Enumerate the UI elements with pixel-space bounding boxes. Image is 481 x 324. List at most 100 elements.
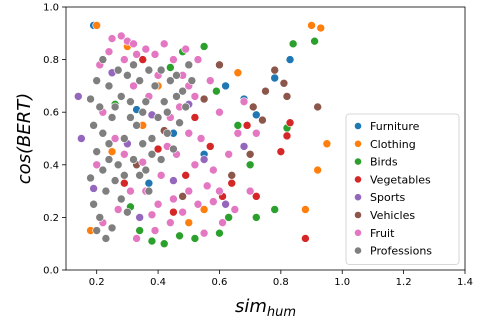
point-professions xyxy=(156,155,166,164)
point-birds xyxy=(212,86,221,96)
point-professions xyxy=(138,139,148,149)
legend: Furniture Clothing Birds Vegetables Sports Ve… xyxy=(345,113,460,265)
point-fruit xyxy=(126,186,135,196)
point-vegetables xyxy=(301,234,310,243)
point-professions xyxy=(101,186,111,196)
point-sports xyxy=(221,199,230,209)
point-fruit xyxy=(132,234,141,243)
point-birds xyxy=(166,63,175,72)
point-fruit xyxy=(184,186,194,196)
point-vehicles xyxy=(258,115,267,125)
point-vegetables xyxy=(169,207,178,217)
y-tick-label: 1.0 xyxy=(43,3,59,14)
point-fruit xyxy=(199,228,209,238)
point-sports xyxy=(89,184,98,193)
point-fruit xyxy=(169,55,178,64)
point-fruit xyxy=(190,160,200,170)
point-professions xyxy=(98,128,108,138)
point-vegetables xyxy=(120,178,129,188)
legend-label-birds: Birds xyxy=(370,156,398,169)
point-professions xyxy=(141,165,151,175)
point-furniture xyxy=(144,178,154,188)
legend-marker-professions xyxy=(354,246,362,255)
point-professions xyxy=(110,176,120,185)
y-axis-label: cos(BERT) xyxy=(14,93,35,185)
point-fruit xyxy=(138,157,148,167)
point-fruit xyxy=(120,55,129,64)
plot-frame xyxy=(65,6,466,271)
point-fruit xyxy=(147,210,157,220)
point-professions xyxy=(107,113,117,122)
point-professions xyxy=(129,60,138,70)
point-professions xyxy=(132,121,141,130)
point-professions xyxy=(162,128,172,138)
point-professions xyxy=(141,97,151,106)
point-fruit xyxy=(178,207,187,217)
legend-label-furniture: Furniture xyxy=(370,120,420,133)
point-professions xyxy=(153,113,163,122)
point-professions xyxy=(187,76,197,85)
point-professions xyxy=(150,81,160,91)
point-birds xyxy=(147,236,157,246)
point-sports xyxy=(135,213,144,222)
point-birds xyxy=(190,234,200,243)
point-professions xyxy=(138,107,148,117)
point-fruit xyxy=(120,149,129,159)
point-fruit xyxy=(209,165,218,175)
point-fruit xyxy=(113,205,123,214)
legend-label-clothing: Clothing xyxy=(370,138,416,151)
point-clothing xyxy=(313,165,322,175)
point-professions xyxy=(92,147,101,156)
point-professions xyxy=(101,234,111,243)
point-vehicles xyxy=(270,65,280,75)
point-professions xyxy=(169,144,178,154)
point-vegetables xyxy=(190,113,200,122)
point-fruit xyxy=(153,199,163,209)
point-professions xyxy=(89,199,98,209)
point-fruit xyxy=(196,134,206,143)
point-vegetables xyxy=(282,131,292,141)
point-professions xyxy=(92,226,101,235)
point-professions xyxy=(126,97,135,106)
point-professions xyxy=(181,102,190,112)
point-fruit xyxy=(230,205,240,214)
point-fruit xyxy=(245,186,255,196)
point-vegetables xyxy=(205,142,215,151)
point-clothing xyxy=(184,218,194,227)
point-fruit xyxy=(104,47,114,57)
point-vegetables xyxy=(285,118,295,128)
point-fruit xyxy=(92,160,101,170)
point-fruit xyxy=(251,128,261,138)
points-layer xyxy=(73,21,332,248)
point-fruit xyxy=(181,44,190,54)
point-professions xyxy=(184,60,194,70)
point-fruit xyxy=(184,128,194,138)
point-clothing xyxy=(92,21,101,30)
point-professions xyxy=(98,55,108,64)
point-vehicles xyxy=(248,102,258,112)
point-professions xyxy=(110,102,120,112)
point-sports xyxy=(77,134,86,143)
point-birds xyxy=(175,231,184,241)
point-clothing xyxy=(301,205,310,214)
point-clothing xyxy=(107,147,117,156)
point-professions xyxy=(113,160,123,170)
point-fruit xyxy=(239,97,249,106)
point-vehicles xyxy=(279,78,289,88)
point-fruit xyxy=(129,39,138,49)
point-professions xyxy=(113,65,123,75)
y-tick-label: 0.0 xyxy=(43,266,59,277)
x-tick-label: 1.2 xyxy=(396,277,412,288)
y-tick-label: 0.6 xyxy=(43,108,59,119)
point-birds xyxy=(159,239,169,248)
point-professions xyxy=(89,121,98,130)
point-fruit xyxy=(205,76,215,85)
x-tick-label: 1.0 xyxy=(334,277,350,288)
point-vegetables xyxy=(276,147,286,156)
point-birds xyxy=(310,36,319,46)
point-fruit xyxy=(107,34,117,43)
point-clothing xyxy=(233,68,243,78)
point-professions xyxy=(135,171,144,180)
point-sports xyxy=(73,92,83,101)
